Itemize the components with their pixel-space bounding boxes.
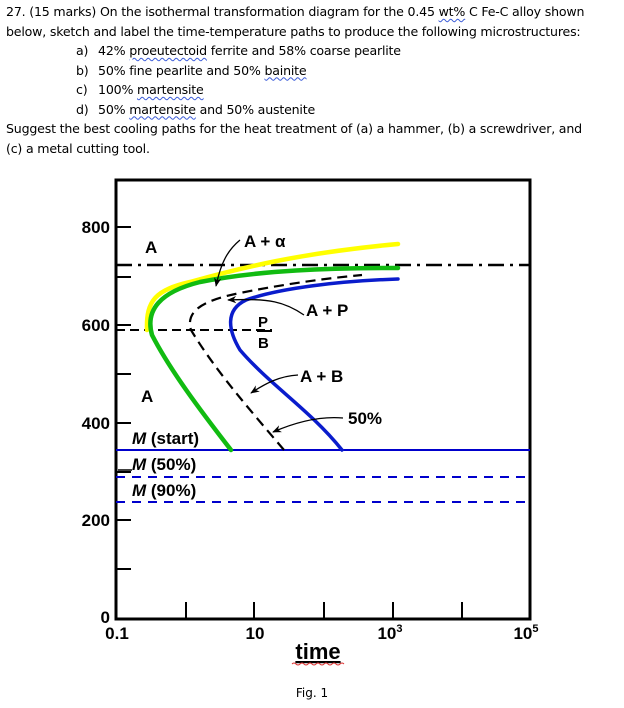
spellcheck-word: proeutectoid: [129, 43, 207, 58]
x-tick-1e5: 105: [513, 623, 538, 643]
item-c: c) 100% martensite: [6, 80, 621, 100]
label-austenite-top: A: [145, 238, 157, 257]
transformation-start-curve: [148, 265, 401, 453]
label-a-p: A + P: [306, 301, 348, 320]
x-tick-0.1: 0.1: [105, 624, 129, 643]
label-50pct: 50%: [348, 409, 382, 428]
question-line-2: below, sketch and label the time-tempera…: [6, 23, 581, 39]
arrow-a-b: [250, 374, 299, 394]
item-text: 100%: [98, 82, 138, 97]
question-number: 27.: [6, 4, 26, 19]
spellcheck-word: martensite: [129, 101, 196, 117]
y-tick-800: 800: [82, 218, 110, 237]
question-marks: (15 marks): [29, 4, 97, 19]
item-text: 42%: [98, 43, 130, 58]
item-label: a): [76, 43, 89, 58]
label-b: B: [258, 335, 269, 352]
item-text: ferrite and 58% coarse pearlite: [206, 43, 401, 58]
plot-frame: [114, 178, 532, 621]
y-tick-400: 400: [82, 414, 110, 433]
label-m-90: M (90%): [132, 481, 196, 500]
item-text: and 50% austenite: [195, 101, 316, 117]
item-label: b): [76, 62, 89, 78]
item-label: c): [76, 82, 88, 97]
label-austenite-low: A: [141, 387, 153, 406]
spellcheck-word: martensite: [137, 82, 204, 97]
label-p: P: [258, 314, 268, 331]
intro-text: On the isothermal transformation diagram…: [99, 4, 439, 19]
x-tick-1e3: 103: [377, 623, 402, 643]
50pct-transformation-curve: [188, 273, 363, 451]
spellcheck-word: wt%: [438, 4, 466, 19]
question-line-1: 27. (15 marks) On the isothermal transfo…: [6, 2, 621, 22]
suggest-line-2: (c) a metal cutting tool.: [6, 140, 150, 156]
question-text: 27. (15 marks) On the isothermal transfo…: [6, 2, 621, 158]
label-m-start: M (start): [132, 429, 199, 448]
item-b: b) 50% fine pearlite and 50% bainite: [6, 61, 621, 81]
spellcheck-underline: [291, 662, 345, 666]
y-tick-0: 0: [101, 608, 110, 627]
label-a-b: A + B: [300, 367, 343, 386]
item-label: d): [76, 101, 89, 117]
y-tick-600: 600: [82, 316, 110, 335]
y-axis-ticks: [116, 226, 131, 570]
label-a-alpha: A + α: [244, 232, 286, 251]
x-axis-label: time: [295, 639, 340, 664]
y-tick-200: 200: [82, 511, 110, 530]
figure-caption: Fig. 1: [295, 686, 329, 700]
arrow-a-alpha: [214, 239, 241, 287]
intro-text: C Fe-C alloy shown: [465, 4, 585, 19]
spellcheck-word: bainite: [264, 62, 307, 78]
label-m-50: M (50%): [132, 455, 196, 474]
arrow-50pct: [272, 416, 344, 433]
suggest-line-1: Suggest the best cooling paths for the h…: [6, 121, 582, 136]
x-tick-10: 10: [246, 624, 265, 643]
x-axis-ticks: [185, 602, 463, 619]
transformation-finish-curve: [228, 277, 400, 452]
item-text: 50% fine pearlite and 50%: [98, 62, 265, 78]
item-d: d) 50% martensite and 50% austenite: [6, 100, 621, 120]
item-a: a) 42% proeutectoid ferrite and 58% coars…: [6, 41, 621, 61]
arrow-a-p: [227, 295, 305, 316]
item-text: 50%: [98, 101, 130, 117]
proeutectoid-start-curve: [144, 241, 401, 333]
